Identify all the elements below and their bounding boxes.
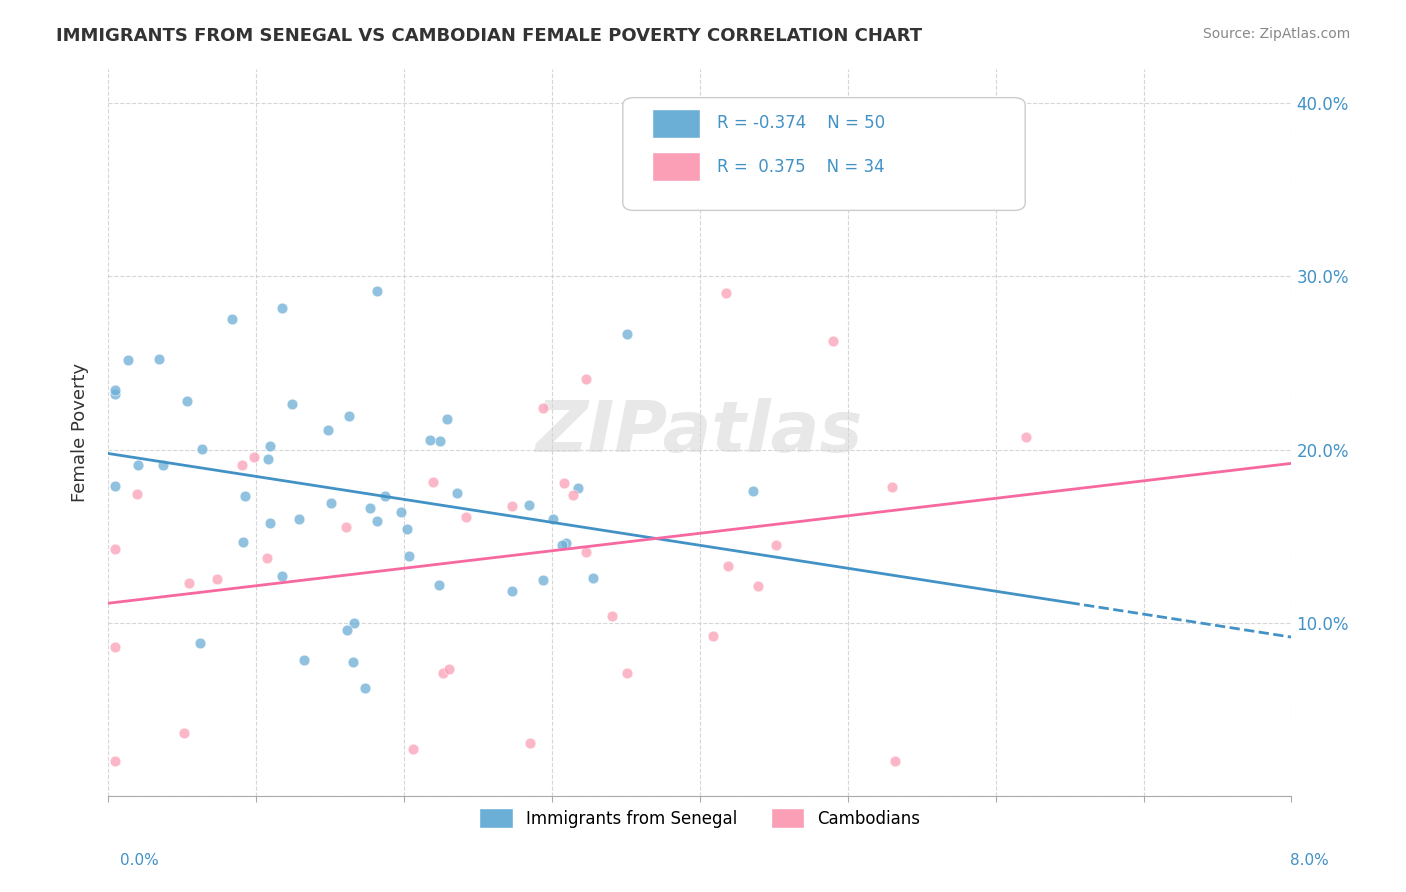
- Legend: Immigrants from Senegal, Cambodians: Immigrants from Senegal, Cambodians: [472, 801, 927, 835]
- Point: [531, 401, 554, 415]
- Point: [152, 458, 174, 472]
- Point: [104, 542, 127, 557]
- Point: [716, 285, 738, 300]
- Y-axis label: Female Poverty: Female Poverty: [72, 363, 89, 502]
- Point: [353, 681, 375, 696]
- Point: [575, 545, 598, 559]
- Point: [281, 397, 304, 411]
- Point: [1015, 430, 1038, 444]
- Point: [429, 434, 451, 448]
- FancyBboxPatch shape: [652, 109, 700, 137]
- Point: [270, 568, 292, 582]
- Text: 0.0%: 0.0%: [120, 854, 159, 868]
- Point: [742, 483, 765, 498]
- Point: [117, 353, 139, 368]
- Point: [436, 411, 458, 425]
- Point: [127, 458, 149, 473]
- Point: [446, 486, 468, 500]
- Text: R = -0.374    N = 50: R = -0.374 N = 50: [717, 114, 886, 132]
- Point: [173, 726, 195, 740]
- Point: [454, 510, 477, 524]
- Point: [259, 516, 281, 531]
- Point: [419, 433, 441, 447]
- Point: [319, 496, 342, 510]
- Point: [533, 573, 555, 587]
- Point: [884, 755, 907, 769]
- Point: [575, 372, 598, 386]
- Point: [600, 608, 623, 623]
- Point: [104, 755, 127, 769]
- FancyBboxPatch shape: [623, 97, 1025, 211]
- Point: [882, 480, 904, 494]
- Point: [207, 572, 229, 586]
- Point: [374, 489, 396, 503]
- Point: [422, 475, 444, 490]
- Point: [271, 301, 294, 315]
- Text: IMMIGRANTS FROM SENEGAL VS CAMBODIAN FEMALE POVERTY CORRELATION CHART: IMMIGRANTS FROM SENEGAL VS CAMBODIAN FEM…: [56, 27, 922, 45]
- Point: [188, 636, 211, 650]
- Point: [747, 578, 769, 592]
- Point: [702, 629, 724, 643]
- Point: [104, 640, 127, 655]
- Point: [501, 499, 523, 513]
- Point: [235, 489, 257, 503]
- Point: [342, 655, 364, 669]
- Point: [242, 450, 264, 464]
- Point: [292, 653, 315, 667]
- Point: [395, 522, 418, 536]
- Point: [366, 515, 388, 529]
- Point: [127, 486, 149, 500]
- Point: [104, 387, 127, 401]
- Point: [288, 512, 311, 526]
- Point: [318, 423, 340, 437]
- Point: [616, 666, 638, 681]
- Point: [821, 334, 844, 349]
- Point: [256, 550, 278, 565]
- Point: [765, 538, 787, 552]
- Point: [567, 481, 589, 495]
- Text: R =  0.375    N = 34: R = 0.375 N = 34: [717, 158, 886, 176]
- Point: [432, 666, 454, 681]
- Point: [519, 498, 541, 512]
- Point: [221, 312, 243, 326]
- Point: [366, 284, 388, 298]
- Point: [104, 383, 127, 397]
- Point: [359, 501, 381, 516]
- FancyBboxPatch shape: [652, 153, 700, 181]
- Text: 8.0%: 8.0%: [1289, 854, 1329, 868]
- Point: [551, 538, 574, 552]
- Text: Source: ZipAtlas.com: Source: ZipAtlas.com: [1202, 27, 1350, 41]
- Point: [231, 458, 253, 472]
- Point: [256, 451, 278, 466]
- Point: [259, 439, 281, 453]
- Text: ZIPatlas: ZIPatlas: [536, 398, 863, 467]
- Point: [582, 571, 605, 585]
- Point: [398, 549, 420, 563]
- Point: [335, 519, 357, 533]
- Point: [717, 559, 740, 574]
- Point: [562, 488, 585, 502]
- Point: [337, 409, 360, 423]
- Point: [336, 623, 359, 637]
- Point: [541, 511, 564, 525]
- Point: [501, 584, 523, 599]
- Point: [148, 351, 170, 366]
- Point: [437, 662, 460, 676]
- Point: [553, 476, 575, 491]
- Point: [343, 616, 366, 631]
- Point: [191, 442, 214, 457]
- Point: [104, 478, 127, 492]
- Point: [176, 394, 198, 409]
- Point: [389, 504, 412, 518]
- Point: [427, 578, 450, 592]
- Point: [402, 741, 425, 756]
- Point: [232, 535, 254, 549]
- Point: [616, 327, 638, 342]
- Point: [555, 535, 578, 549]
- Point: [519, 736, 541, 750]
- Point: [177, 576, 200, 591]
